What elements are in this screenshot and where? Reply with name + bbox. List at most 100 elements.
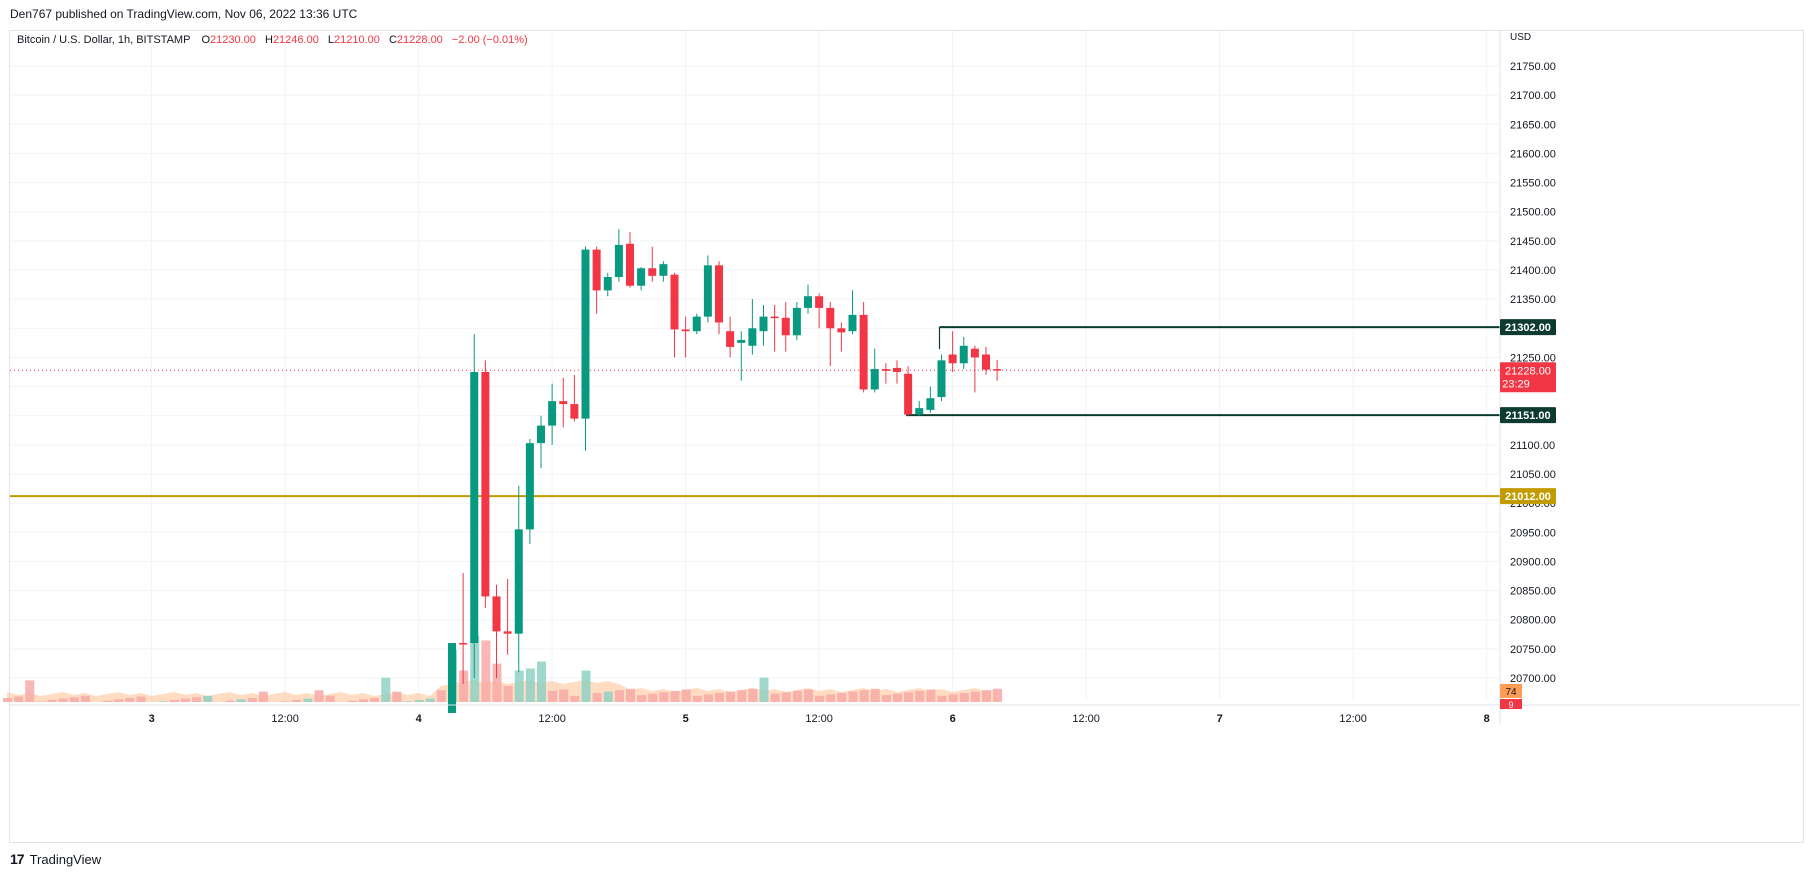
volume-bar	[325, 695, 335, 702]
volume-bar	[770, 693, 780, 702]
volume-bar	[614, 690, 624, 702]
candle-body	[893, 367, 901, 372]
candle-body	[982, 354, 990, 370]
volume-bar	[303, 698, 313, 702]
candle-body	[870, 369, 879, 390]
volume-bar	[792, 690, 802, 702]
volume-bar	[514, 670, 524, 702]
countdown-label: 23:29	[1502, 378, 1530, 390]
candle-body	[514, 529, 523, 634]
candle-body	[915, 408, 924, 415]
volume-bar	[637, 695, 647, 702]
time-axis: 3 12:00 4 12:00 5 12:00 6 12:00 7 12:00 8	[10, 704, 1800, 725]
chart-frame	[9, 30, 1804, 843]
volume-bar	[737, 690, 747, 702]
candle-body	[904, 373, 913, 415]
volume-bar	[982, 690, 991, 702]
volume-bar	[603, 691, 613, 702]
price-tick-label: 20850.00	[1510, 586, 1556, 598]
price-tick-label: 21450.00	[1510, 236, 1556, 248]
volume-bar	[3, 697, 12, 702]
volume-bar	[281, 701, 291, 702]
candle-body	[748, 328, 757, 346]
candlestick-series	[448, 229, 1002, 713]
candle-body	[792, 307, 801, 336]
volume-bar	[136, 696, 146, 702]
time-tick-label: 7	[1217, 713, 1223, 725]
candle-body	[492, 596, 501, 632]
candle-body	[503, 631, 512, 634]
close-value: 21228.00	[396, 34, 443, 46]
volume-bar	[726, 691, 736, 702]
currency-label: USD	[1510, 32, 1531, 43]
tradingview-footer[interactable]: 17 TradingView	[10, 851, 101, 867]
volume-bar	[692, 695, 702, 702]
volume-bar	[370, 697, 380, 702]
price-tick-label: 20700.00	[1510, 673, 1556, 685]
time-tick-label: 6	[950, 713, 956, 725]
candle-body	[459, 643, 468, 645]
candle-body	[815, 296, 824, 308]
price-tick-label: 20900.00	[1510, 556, 1556, 568]
candle-body	[726, 331, 735, 347]
volume-bar	[58, 698, 68, 702]
candle-body	[715, 265, 723, 323]
chart-grid	[10, 31, 1500, 700]
volume-bar	[592, 693, 602, 702]
change-value: −2.00 (−0.01%)	[451, 34, 528, 46]
candle-body	[826, 307, 835, 329]
volume-bar	[525, 668, 535, 702]
candle-body	[681, 329, 690, 332]
candle-body	[525, 443, 534, 530]
time-tick-label: 12:00	[805, 713, 833, 725]
time-tick-label: 5	[683, 713, 689, 725]
tradingview-logo-icon: 17	[10, 851, 25, 867]
volume-bar	[848, 691, 858, 702]
volume-bar	[359, 699, 368, 702]
tradingview-brand: TradingView	[29, 851, 102, 867]
symbol-name[interactable]: Bitcoin / U.S. Dollar, 1h, BITSTAMP	[17, 34, 191, 46]
candle-body	[581, 249, 590, 419]
candle-body	[781, 317, 790, 336]
publisher-caption: Den767 published on TradingView.com, Nov…	[10, 7, 358, 21]
volume-bar	[14, 696, 24, 702]
candle-body	[659, 264, 668, 276]
candle-body	[670, 274, 679, 330]
volume-bar	[69, 697, 79, 702]
candle-body	[737, 339, 746, 343]
price-tick-label: 20750.00	[1510, 644, 1556, 656]
volume-bar	[937, 695, 947, 702]
volume-bar	[103, 700, 113, 702]
price-tick-label: 21350.00	[1510, 294, 1556, 306]
candle-body	[759, 316, 768, 332]
volume-bar	[715, 693, 724, 702]
price-tick-label: 21650.00	[1510, 119, 1556, 131]
time-tick-label: 12:00	[1072, 713, 1100, 725]
candle-body	[848, 314, 857, 332]
candle-body	[648, 268, 657, 276]
hline-price-tag: 21012.00	[1505, 491, 1551, 503]
high-label: H	[264, 34, 273, 46]
volume-bar	[648, 693, 658, 702]
volume-bar	[626, 688, 635, 702]
candle-body	[959, 345, 968, 364]
volume-bar	[837, 693, 847, 702]
resistance-price-tag-bg	[1500, 319, 1556, 336]
candle-body	[470, 372, 479, 644]
close-label: C	[388, 34, 397, 46]
hline-price-tag-bg	[1500, 488, 1556, 505]
volume-bar	[893, 693, 902, 702]
volume-bar	[125, 697, 135, 702]
candle-body	[837, 328, 846, 333]
price-tick-label: 21250.00	[1510, 352, 1556, 364]
volume-bar	[503, 686, 513, 702]
time-tick-label: 12:00	[271, 713, 299, 725]
candle-body	[948, 354, 957, 364]
volume-bar	[225, 700, 235, 702]
volume-bar	[870, 688, 880, 702]
volume-bar	[203, 695, 213, 702]
candle-body	[570, 404, 579, 419]
volume-bar	[436, 690, 446, 702]
resistance-price-tag: 21302.00	[1505, 322, 1551, 334]
